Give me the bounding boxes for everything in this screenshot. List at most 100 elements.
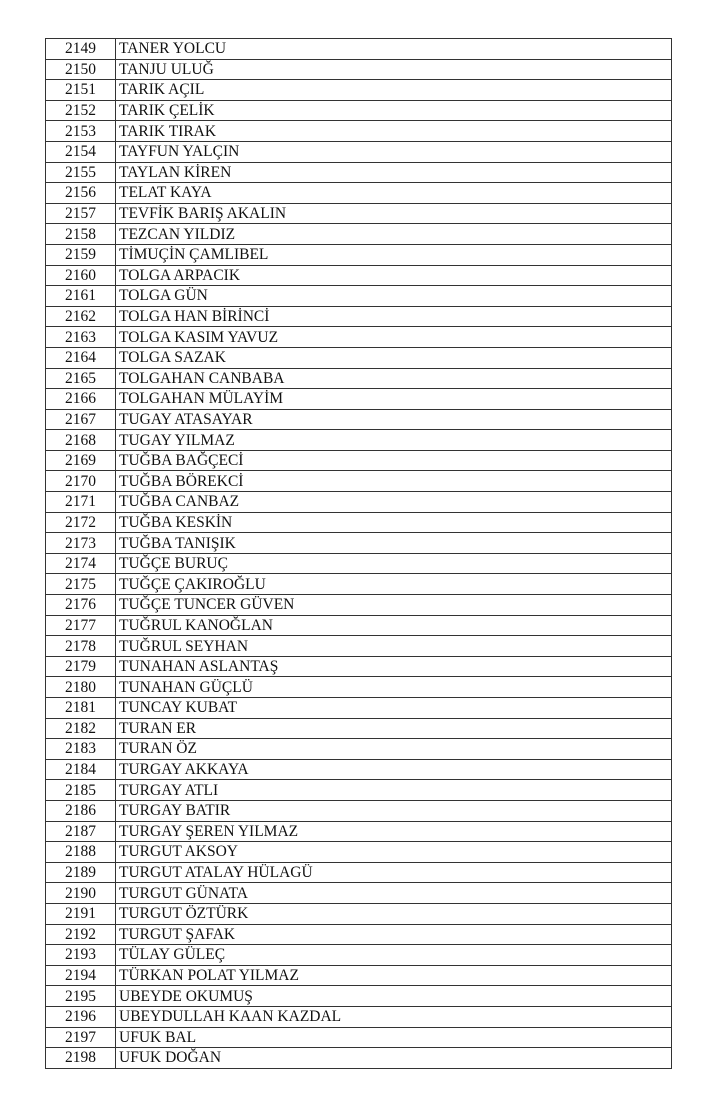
row-number: 2174 [45, 552, 116, 575]
table-row: 2198 UFUK DOĞAN [45, 1047, 672, 1069]
person-name: TURGUT ATALAY HÜLAGÜ [115, 861, 672, 884]
row-number: 2177 [45, 614, 116, 637]
table-row: 2185 TURGAY ATLI [45, 779, 672, 801]
table-row: 2153 TARIK TIRAK [45, 120, 672, 142]
person-name: TOLGAHAN CANBABA [115, 367, 672, 390]
person-name: TUĞRUL KANOĞLAN [115, 614, 672, 637]
row-number: 2162 [45, 305, 116, 328]
person-name: TURGAY BATIR [115, 799, 672, 822]
table-row: 2166 TOLGAHAN MÜLAYİM [45, 388, 672, 410]
table-row: 2179 TUNAHAN ASLANTAŞ [45, 655, 672, 678]
row-number: 2156 [45, 182, 116, 204]
table-row: 2176 TUĞÇE TUNCER GÜVEN [45, 594, 672, 616]
table-row: 2182 TURAN ER [45, 717, 672, 740]
row-number: 2175 [45, 573, 116, 596]
row-number: 2196 [45, 1005, 116, 1028]
person-name: TUĞBA TANIŞIK [115, 532, 672, 554]
person-name: TELAT KAYA [115, 182, 672, 204]
row-number: 2170 [45, 470, 116, 493]
table-row: 2195 UBEYDE OKUMUŞ [45, 985, 672, 1007]
row-number: 2163 [45, 326, 116, 348]
person-name: TURGUT AKSOY [115, 841, 672, 863]
table-row: 2167 TUGAY ATASAYAR [45, 408, 672, 431]
row-number: 2165 [45, 367, 116, 390]
row-number: 2157 [45, 202, 116, 225]
row-number: 2183 [45, 738, 116, 760]
table-row: 2175 TUĞÇE ÇAKIROĞLU [45, 573, 672, 596]
table-row: 2191 TURGUT ÖZTÜRK [45, 902, 672, 925]
table-row: 2184 TURGAY AKKAYA [45, 758, 672, 781]
table-row: 2161 TOLGA GÜN [45, 285, 672, 307]
table-row: 2152 TARIK ÇELİK [45, 99, 672, 122]
person-name: TUGAY ATASAYAR [115, 408, 672, 431]
person-name: TURGAY ATLI [115, 779, 672, 801]
row-number: 2159 [45, 243, 116, 266]
row-number: 2178 [45, 635, 116, 657]
person-name: TURGUT GÜNATA [115, 882, 672, 904]
table-row: 2177 TUĞRUL KANOĞLAN [45, 614, 672, 637]
table-body: 2149 TANER YOLCU 2150 TANJU ULUĞ 2151 TARIK A… [45, 38, 672, 1069]
row-number: 2188 [45, 841, 116, 863]
row-number: 2164 [45, 346, 116, 369]
row-number: 2172 [45, 511, 116, 534]
person-name: TÜLAY GÜLEÇ [115, 944, 672, 966]
table-row: 2168 TUGAY YILMAZ [45, 429, 672, 451]
person-name: TURGAY ŞEREN YILMAZ [115, 820, 672, 843]
person-name: TAYLAN KİREN [115, 161, 672, 184]
row-number: 2192 [45, 923, 116, 946]
table-row: 2165 TOLGAHAN CANBABA [45, 367, 672, 390]
person-name: UFUK DOĞAN [115, 1047, 672, 1069]
person-name: TURGUT ŞAFAK [115, 923, 672, 946]
table-row: 2181 TUNCAY KUBAT [45, 697, 672, 719]
row-number: 2182 [45, 717, 116, 740]
person-name: TUĞÇE ÇAKIROĞLU [115, 573, 672, 596]
row-number: 2161 [45, 285, 116, 307]
table-row: 2169 TUĞBA BAĞÇECİ [45, 449, 672, 472]
row-number: 2189 [45, 861, 116, 884]
table-row: 2156 TELAT KAYA [45, 182, 672, 204]
person-name: TARIK TIRAK [115, 120, 672, 142]
table-row: 2163 TOLGA KASIM YAVUZ [45, 326, 672, 348]
table-row: 2194 TÜRKAN POLAT YILMAZ [45, 964, 672, 987]
table-row: 2196 UBEYDULLAH KAAN KAZDAL [45, 1005, 672, 1028]
person-name: TEZCAN YILDIZ [115, 223, 672, 245]
person-name: TAYFUN YALÇIN [115, 140, 672, 163]
name-list-table: 2149 TANER YOLCU 2150 TANJU ULUĞ 2151 TARIK A… [45, 38, 672, 1069]
row-number: 2195 [45, 985, 116, 1007]
row-number: 2197 [45, 1026, 116, 1049]
person-name: UFUK BAL [115, 1026, 672, 1049]
row-number: 2181 [45, 697, 116, 719]
table-row: 2155 TAYLAN KİREN [45, 161, 672, 184]
person-name: TOLGAHAN MÜLAYİM [115, 388, 672, 410]
table-row: 2190 TURGUT GÜNATA [45, 882, 672, 904]
table-row: 2162 TOLGA HAN BİRİNCİ [45, 305, 672, 328]
table-row: 2164 TOLGA SAZAK [45, 346, 672, 369]
table-row: 2159 TİMUÇİN ÇAMLIBEL [45, 243, 672, 266]
row-number: 2149 [45, 38, 116, 60]
table-row: 2186 TURGAY BATIR [45, 799, 672, 822]
row-number: 2190 [45, 882, 116, 904]
person-name: TUGAY YILMAZ [115, 429, 672, 451]
row-number: 2187 [45, 820, 116, 843]
person-name: TEVFİK BARIŞ AKALIN [115, 202, 672, 225]
table-row: 2149 TANER YOLCU [45, 38, 672, 60]
table-row: 2160 TOLGA ARPACIK [45, 264, 672, 287]
person-name: TUĞBA CANBAZ [115, 491, 672, 513]
table-row: 2151 TARIK AÇIL [45, 79, 672, 101]
row-number: 2171 [45, 491, 116, 513]
row-number: 2179 [45, 655, 116, 678]
row-number: 2168 [45, 429, 116, 451]
person-name: TİMUÇİN ÇAMLIBEL [115, 243, 672, 266]
row-number: 2153 [45, 120, 116, 142]
person-name: TUNCAY KUBAT [115, 697, 672, 719]
person-name: TUĞÇE TUNCER GÜVEN [115, 594, 672, 616]
row-number: 2176 [45, 594, 116, 616]
table-row: 2197 UFUK BAL [45, 1026, 672, 1049]
person-name: TURGUT ÖZTÜRK [115, 902, 672, 925]
table-row: 2170 TUĞBA BÖREKCİ [45, 470, 672, 493]
row-number: 2155 [45, 161, 116, 184]
row-number: 2184 [45, 758, 116, 781]
table-row: 2157 TEVFİK BARIŞ AKALIN [45, 202, 672, 225]
row-number: 2158 [45, 223, 116, 245]
table-row: 2187 TURGAY ŞEREN YILMAZ [45, 820, 672, 843]
